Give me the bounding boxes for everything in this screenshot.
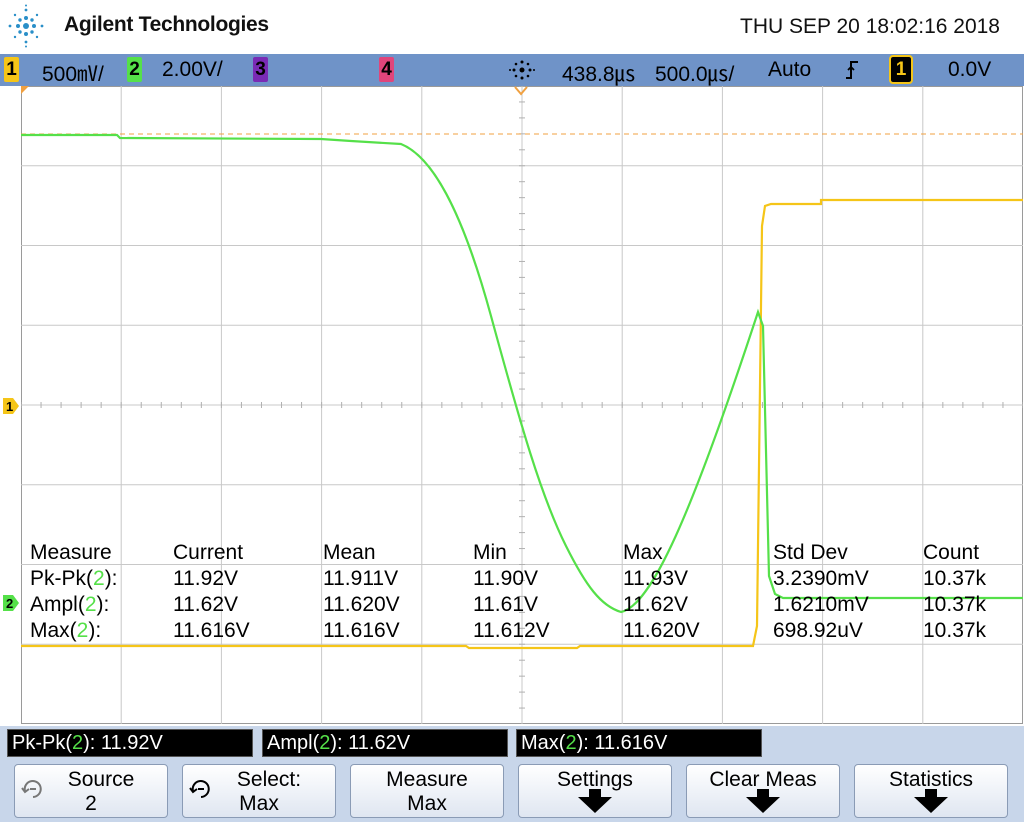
measure-header: Count	[923, 541, 980, 564]
measure-header: Std Dev	[773, 541, 848, 564]
rising-edge-icon	[846, 61, 858, 79]
measure-value-max: 11.62V	[623, 593, 688, 616]
agilent-logo-icon	[8, 4, 44, 48]
header-bar: Agilent Technologies THU SEP 20 18:02:16…	[0, 0, 1024, 54]
measure-header: Mean	[323, 541, 376, 564]
measure-value-mean: 11.620V	[323, 593, 400, 616]
measure-value-current: 11.62V	[173, 593, 238, 616]
channel-3-badge[interactable]: 3	[253, 57, 268, 82]
measure-header: Min	[473, 541, 507, 564]
channel-1-scale[interactable]: 500㎷/	[42, 63, 104, 86]
svg-text:2: 2	[6, 596, 13, 611]
statistics-softkey[interactable]: Statistics	[854, 764, 1008, 818]
measure-header: Max	[623, 541, 663, 564]
select-softkey[interactable]: Select: Max	[182, 764, 336, 818]
rotate-knob-icon	[21, 780, 42, 798]
trigger-delay-icon	[509, 60, 535, 80]
trigger-level[interactable]: 0.0V	[948, 58, 992, 81]
measure-value-max: 11.93V	[623, 567, 688, 590]
measure-value-current: 11.92V	[173, 567, 238, 590]
channel-2-ground-marker: 2	[3, 595, 19, 611]
waveform-display[interactable]	[21, 86, 1023, 724]
settings-softkey[interactable]: Settings	[518, 764, 672, 818]
channel-2-badge[interactable]: 2	[127, 57, 142, 82]
readout-ampl: Ampl(2): 11.62V	[262, 729, 508, 757]
svg-text:1: 1	[6, 399, 13, 414]
channel-1-trace	[21, 198, 1023, 650]
measure-value-max: 11.620V	[623, 619, 700, 642]
brand-name: Agilent Technologies	[64, 13, 269, 36]
timebase-scale[interactable]: 500.0㎲/	[655, 63, 735, 86]
date-time: THU SEP 20 18:02:16 2018	[740, 15, 1000, 38]
channel-1-badge[interactable]: 1	[4, 57, 19, 82]
measure-row-label: Max(2):	[30, 619, 102, 642]
rotate-knob-icon	[189, 780, 210, 798]
readout-pk-pk: Pk-Pk(2): 11.92V	[7, 729, 253, 757]
readout-max: Max(2): 11.616V	[516, 729, 762, 757]
softkey-bar: Source 2 Select: Max Measure Max Setting…	[0, 760, 1024, 822]
measure-value-current: 11.616V	[173, 619, 250, 642]
submenu-arrow-icon	[589, 789, 601, 799]
graticule	[21, 86, 1023, 724]
measure-header: Current	[173, 541, 244, 564]
trigger-source-badge[interactable]: 1	[889, 55, 913, 84]
measure-value-mean: 11.911V	[323, 567, 399, 590]
measurement-readout-bar: Pk-Pk(2): 11.92V Ampl(2): 11.62V Max(2):…	[0, 726, 1024, 760]
channel-4-badge[interactable]: 4	[379, 57, 394, 82]
clear-meas-softkey[interactable]: Clear Meas	[686, 764, 840, 818]
measure-value-mean: 11.616V	[323, 619, 400, 642]
measure-value-std: 698.92uV	[773, 619, 863, 642]
trigger-delay[interactable]: 438.8㎲	[562, 63, 636, 86]
channel-2-trace	[21, 133, 1023, 614]
measure-value-std: 3.2390mV	[773, 567, 869, 590]
measure-row-label: Ampl(2):	[30, 593, 110, 616]
source-softkey[interactable]: Source 2	[14, 764, 168, 818]
submenu-arrow-icon	[925, 789, 937, 799]
measure-header: Measure	[30, 541, 112, 564]
channel-1-ground-marker: 1	[3, 398, 19, 414]
measure-value-count: 10.37k	[923, 593, 987, 616]
measure-softkey[interactable]: Measure Max	[350, 764, 504, 818]
measure-value-min: 11.61V	[473, 593, 538, 616]
measure-row-label: Pk-Pk(2):	[30, 567, 118, 590]
measure-value-count: 10.37k	[923, 567, 987, 590]
trigger-position-marker	[514, 86, 528, 96]
left-edge-marker	[21, 86, 29, 94]
measure-value-min: 11.90V	[473, 567, 538, 590]
channel-2-scale[interactable]: 2.00V/	[162, 58, 223, 81]
status-bar: 1 500㎷/ 2 2.00V/ 3 4 438.8㎲ 500.0㎲/ Auto…	[0, 54, 1024, 86]
measure-value-count: 10.37k	[923, 619, 987, 642]
submenu-arrow-icon	[757, 789, 769, 799]
measure-value-std: 1.6210mV	[773, 593, 869, 616]
measure-value-min: 11.612V	[473, 619, 550, 642]
trigger-mode[interactable]: Auto	[768, 58, 812, 81]
